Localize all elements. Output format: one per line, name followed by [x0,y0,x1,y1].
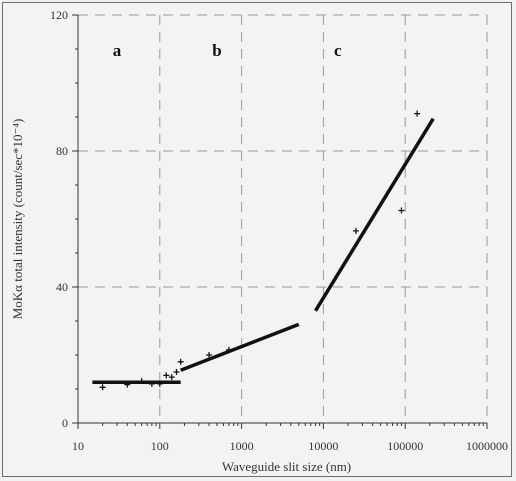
data-point [163,372,170,379]
data-point [168,374,175,381]
x-tick-label: 10000 [308,439,338,453]
data-point [124,381,131,388]
chart-frame [2,2,512,477]
data-point [148,380,155,387]
x-tick-label: 100 [151,439,169,453]
data-point [398,207,405,214]
y-axis-label: MoKα total intensity (count/sec*10⁻⁴) [10,119,25,320]
data-point [177,358,184,365]
x-tick-label: 1000 [230,439,254,453]
data-point [206,352,213,358]
fit-line-b [180,322,300,372]
y-tick-label: 120 [50,8,68,22]
x-axis-label: Waveguide slit size (nm) [222,459,351,474]
region-label-a: a [113,41,122,60]
data-point [173,369,180,375]
x-tick-label: 100000 [387,439,423,453]
fit-line-c [313,117,435,312]
data-point [156,380,163,387]
y-tick-label: 40 [56,280,68,294]
data-point [225,346,232,353]
region-label-b: b [212,41,221,60]
data-point [99,384,106,391]
data-point [138,378,145,385]
x-tick-label: 10 [72,439,84,453]
y-tick-label: 0 [62,416,68,430]
region-label-c: c [334,41,342,60]
data-point [352,227,359,234]
x-tick-label: 1000000 [466,439,508,453]
y-tick-label: 80 [56,144,68,158]
data-point [414,110,421,117]
